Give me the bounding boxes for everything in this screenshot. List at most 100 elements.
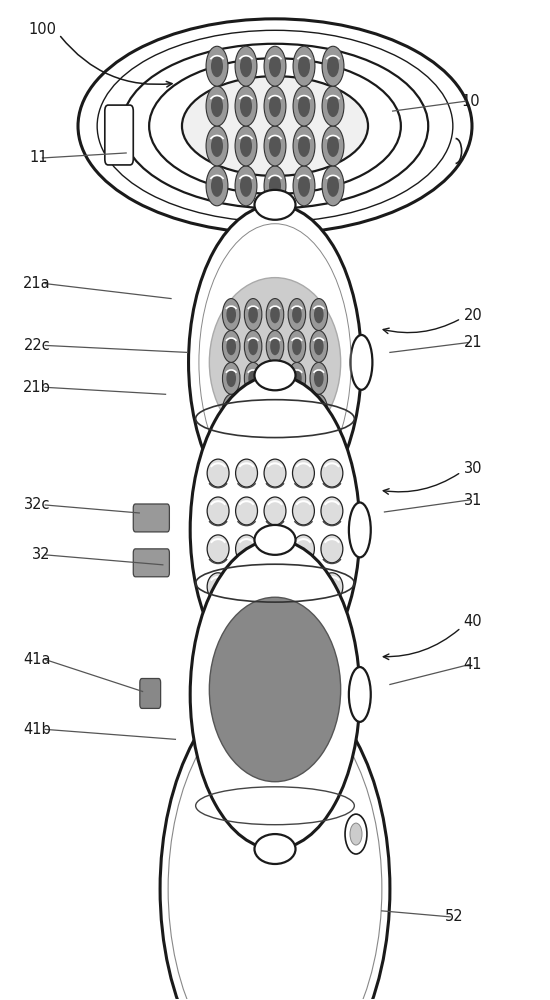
Circle shape [206,126,228,166]
Circle shape [322,86,344,126]
Ellipse shape [235,459,257,487]
Circle shape [248,338,258,355]
Circle shape [264,166,286,206]
Text: 21: 21 [464,335,482,350]
Circle shape [298,95,310,117]
Ellipse shape [207,459,229,487]
Circle shape [288,394,306,426]
Text: 100: 100 [29,22,57,37]
Circle shape [206,166,228,206]
Circle shape [190,375,360,684]
Circle shape [235,86,257,126]
FancyBboxPatch shape [133,504,169,532]
Circle shape [235,46,257,86]
Circle shape [240,95,252,117]
Ellipse shape [235,497,257,525]
Circle shape [206,86,228,126]
Circle shape [270,338,280,355]
Ellipse shape [149,58,401,194]
Ellipse shape [321,573,343,601]
Circle shape [222,708,234,730]
Circle shape [211,175,223,197]
Ellipse shape [207,535,229,563]
Circle shape [218,699,239,739]
Circle shape [292,370,302,387]
Circle shape [350,823,362,845]
Ellipse shape [207,573,229,601]
Circle shape [244,330,262,362]
Text: 21a: 21a [23,276,51,291]
Circle shape [327,95,339,117]
Ellipse shape [207,497,229,525]
Ellipse shape [264,497,286,525]
Circle shape [222,362,240,394]
Ellipse shape [255,360,295,390]
Circle shape [269,175,281,197]
Text: 41a: 41a [23,652,51,667]
Circle shape [211,95,223,117]
Text: 21b: 21b [23,380,51,395]
Circle shape [266,299,284,330]
Ellipse shape [78,19,472,233]
Ellipse shape [293,535,315,563]
Circle shape [190,540,360,849]
Circle shape [206,46,228,86]
Circle shape [211,55,223,77]
Circle shape [244,394,262,426]
Circle shape [293,86,315,126]
Circle shape [298,135,310,157]
Circle shape [235,126,257,166]
Ellipse shape [293,459,315,487]
Circle shape [222,394,240,426]
Text: 11: 11 [29,150,48,165]
Circle shape [288,362,306,394]
Circle shape [269,55,281,77]
Circle shape [292,401,302,419]
Ellipse shape [255,190,295,220]
Ellipse shape [210,597,340,782]
Circle shape [327,175,339,197]
Circle shape [244,362,262,394]
Circle shape [314,401,323,419]
Ellipse shape [321,459,343,487]
Circle shape [227,338,236,355]
Ellipse shape [293,497,315,525]
Text: 30: 30 [464,461,482,476]
Ellipse shape [210,278,340,447]
Text: 20: 20 [464,308,482,323]
Ellipse shape [235,573,257,601]
Circle shape [314,306,323,323]
Circle shape [189,205,361,520]
Circle shape [266,394,284,426]
Text: 32: 32 [32,547,51,562]
Ellipse shape [97,30,453,222]
Circle shape [293,126,315,166]
FancyBboxPatch shape [140,679,161,708]
Circle shape [298,175,310,197]
Circle shape [269,135,281,157]
Ellipse shape [293,573,315,601]
FancyBboxPatch shape [133,549,169,577]
Circle shape [222,330,240,362]
Text: 40: 40 [464,614,482,629]
Circle shape [327,55,339,77]
Circle shape [270,306,280,323]
Circle shape [240,55,252,77]
Circle shape [244,299,262,330]
Circle shape [322,126,344,166]
Circle shape [264,46,286,86]
Circle shape [270,370,280,387]
Ellipse shape [182,76,368,176]
Ellipse shape [255,834,295,864]
Circle shape [227,370,236,387]
Ellipse shape [349,667,371,722]
Circle shape [310,299,328,330]
Text: 41b: 41b [23,722,51,737]
Circle shape [322,166,344,206]
Text: 32c: 32c [24,497,51,512]
Circle shape [264,86,286,126]
Circle shape [322,46,344,86]
Circle shape [266,362,284,394]
Circle shape [248,401,258,419]
Circle shape [293,46,315,86]
